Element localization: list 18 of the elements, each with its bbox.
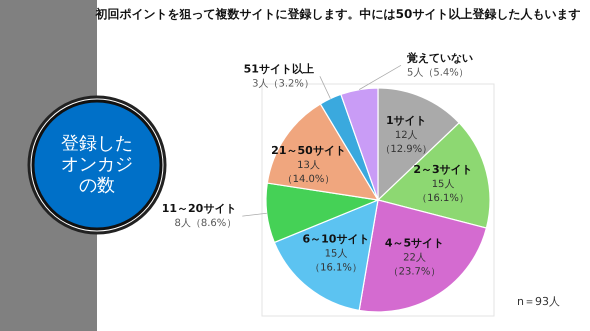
data-label: 13人（14.0%） (282, 160, 334, 186)
slice-label: 6～10サイト (302, 232, 370, 246)
data-label: 22人（23.7%） (388, 252, 440, 278)
slice-label: 11～20サイト (162, 202, 236, 216)
text: n＝93人 (517, 295, 560, 308)
data-label: 5人（5.4%） (406, 67, 469, 78)
data-label: 3人（3.2%） (252, 78, 314, 90)
data-label: 15人（16.1%） (310, 248, 362, 274)
data-label: 8人（8.6%） (174, 218, 236, 230)
text: 登録したオンカジの数 (60, 133, 134, 196)
slice-label: 覚えていない (406, 51, 473, 64)
chart-title: 初回ポイントを狙って複数サイトに登録します。中には50サイト以上登録した人もいます (94, 7, 580, 21)
data-label: 12人（12.9%） (380, 130, 432, 156)
data-label: 15人（16.1%） (417, 179, 469, 204)
slice-label: 4～5サイト (384, 236, 444, 250)
slice-label: 51サイト以上 (244, 62, 314, 76)
slice-label: 1サイト (386, 114, 427, 128)
slice-label: 2～3サイト (413, 163, 473, 176)
